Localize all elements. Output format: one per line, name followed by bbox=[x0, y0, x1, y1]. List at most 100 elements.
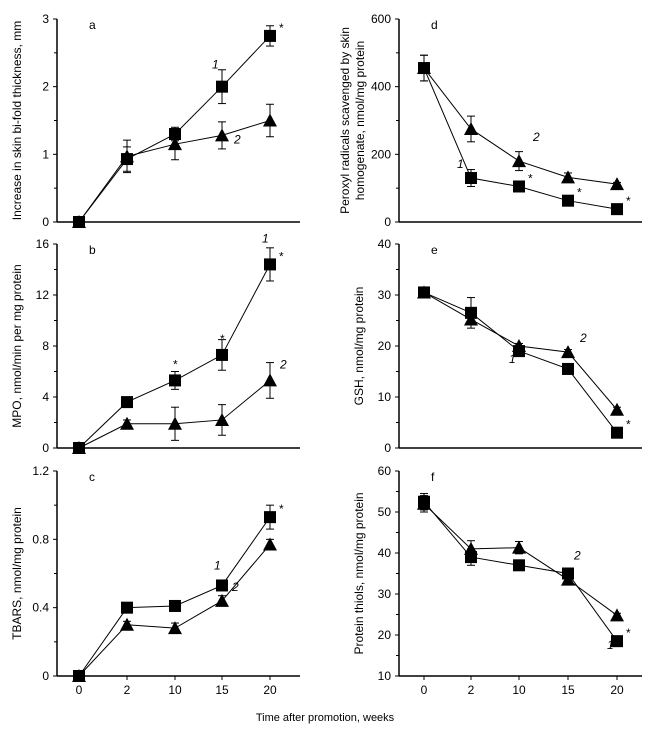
triangle-marker bbox=[72, 669, 86, 682]
x-tick-label: 0 bbox=[421, 683, 428, 697]
triangle-marker bbox=[168, 416, 182, 430]
square-marker bbox=[169, 599, 181, 612]
y-tick-label: 40 bbox=[378, 237, 392, 251]
panel-c: 0 0.4 0.8 1.2 0 2 10 15 20 TBARS, nmol/mg protein… bbox=[10, 464, 300, 697]
y-tick-label: 0 bbox=[384, 215, 391, 229]
panel-label: b bbox=[89, 243, 96, 257]
triangle-marker bbox=[512, 339, 526, 352]
triangle-marker bbox=[417, 285, 431, 299]
square-marker bbox=[611, 426, 623, 439]
triangle-marker bbox=[263, 113, 277, 127]
significance-asterisk: * bbox=[173, 357, 178, 371]
triangle-marker bbox=[72, 441, 86, 454]
series-1-line bbox=[423, 501, 618, 642]
y-tick-label: 8 bbox=[42, 339, 49, 353]
panel-f: 10 20 30 40 50 60 0 2 10 15 20 Protein thiols, nmol… bbox=[352, 464, 642, 697]
significance-asterisk: * bbox=[279, 249, 284, 263]
x-tick-label: 10 bbox=[512, 683, 526, 697]
series-label: 2 bbox=[532, 130, 540, 144]
series-label: 2 bbox=[573, 549, 581, 563]
y-tick-label: 1 bbox=[42, 147, 49, 161]
significance-asterisk: * bbox=[626, 194, 631, 208]
series-label: 2 bbox=[579, 331, 587, 345]
square-marker bbox=[216, 348, 228, 361]
y-tick-label: 0 bbox=[384, 441, 391, 455]
significance-asterisk: * bbox=[279, 21, 284, 35]
triangle-marker bbox=[464, 541, 478, 555]
triangle-marker bbox=[168, 137, 182, 151]
y-axis-label: TBARS, nmol/mg protein bbox=[10, 507, 24, 640]
series-label: 2 bbox=[233, 132, 241, 146]
y-tick-label: 600 bbox=[371, 12, 391, 26]
x-tick-label: 2 bbox=[468, 683, 475, 697]
panel-a: 0 1 2 3 Increase in skin bi-fold thickness, … bbox=[10, 12, 300, 229]
x-axis-label: Time after promotion, weeks bbox=[256, 712, 395, 724]
panel-label: e bbox=[431, 243, 438, 257]
triangle-marker bbox=[72, 215, 86, 228]
y-tick-label: 0.8 bbox=[32, 532, 49, 546]
triangle-marker bbox=[263, 537, 277, 551]
square-marker bbox=[264, 258, 276, 271]
y-tick-label: 60 bbox=[378, 464, 392, 478]
x-tick-label: 2 bbox=[124, 683, 131, 697]
series-1-line bbox=[423, 291, 618, 434]
series-label: 2 bbox=[279, 357, 287, 371]
y-axis-label: Peroxyl radicals scavenged by skinhomoge… bbox=[338, 27, 367, 214]
square-marker bbox=[513, 559, 525, 572]
triangle-marker bbox=[512, 154, 526, 168]
square-marker bbox=[562, 362, 574, 375]
triangle-marker bbox=[215, 128, 229, 142]
series-label: 1 bbox=[607, 638, 614, 652]
triangle-marker bbox=[417, 61, 431, 75]
y-tick-label: 1.2 bbox=[32, 464, 49, 478]
triangle-marker bbox=[464, 121, 478, 135]
y-tick-label: 30 bbox=[378, 587, 392, 601]
triangle-marker bbox=[561, 345, 575, 359]
x-tick-label: 0 bbox=[76, 683, 83, 697]
triangle-marker bbox=[215, 412, 229, 426]
square-marker bbox=[216, 80, 228, 93]
y-axis-label-line: Peroxyl radicals scavenged by skin bbox=[338, 27, 352, 214]
triangle-marker bbox=[263, 373, 277, 387]
series-label: 1 bbox=[509, 352, 516, 366]
triangle-marker bbox=[120, 149, 134, 163]
triangle-marker bbox=[120, 617, 134, 631]
significance-asterisk: * bbox=[626, 418, 631, 432]
series-1-line bbox=[78, 516, 271, 677]
y-tick-label: 10 bbox=[378, 669, 392, 683]
y-tick-label: 0 bbox=[42, 669, 49, 683]
series-label: 1 bbox=[214, 558, 221, 572]
y-tick-label: 3 bbox=[42, 12, 49, 26]
panel-label: a bbox=[89, 18, 96, 32]
square-marker bbox=[611, 203, 623, 216]
significance-asterisk: * bbox=[528, 171, 533, 185]
triangle-marker bbox=[417, 496, 431, 510]
y-axis-label: MPO, nmol/min per mg protein bbox=[10, 264, 24, 427]
y-tick-label: 20 bbox=[378, 628, 392, 642]
y-tick-label: 40 bbox=[378, 546, 392, 560]
y-tick-label: 10 bbox=[378, 390, 392, 404]
x-tick-label: 20 bbox=[610, 683, 624, 697]
series-label: 1 bbox=[262, 231, 269, 245]
y-tick-label: 50 bbox=[378, 505, 392, 519]
y-tick-label: 12 bbox=[36, 288, 50, 302]
square-marker bbox=[121, 396, 133, 409]
square-marker bbox=[216, 579, 228, 592]
y-tick-label: 400 bbox=[371, 80, 391, 94]
panel-label: f bbox=[431, 470, 435, 484]
y-tick-label: 4 bbox=[42, 390, 49, 404]
significance-asterisk: * bbox=[220, 332, 225, 346]
y-tick-label: 20 bbox=[378, 339, 392, 353]
y-tick-label: 16 bbox=[36, 237, 50, 251]
panel-e: 0 10 20 30 40 GSH, nmol/mg protein e * 1 2 bbox=[352, 237, 642, 455]
triangle-marker bbox=[215, 593, 229, 607]
y-axis-label: Increase in skin bi-fold thickness, mm bbox=[10, 21, 24, 220]
panel-label: d bbox=[431, 18, 438, 32]
x-tick-label: 20 bbox=[263, 683, 277, 697]
x-tick-label: 15 bbox=[215, 683, 229, 697]
y-axis-label-line: homogenate, nmol/mg protein bbox=[353, 41, 367, 200]
square-marker bbox=[264, 511, 276, 524]
significance-asterisk: * bbox=[577, 186, 582, 200]
y-tick-label: 2 bbox=[42, 80, 49, 94]
